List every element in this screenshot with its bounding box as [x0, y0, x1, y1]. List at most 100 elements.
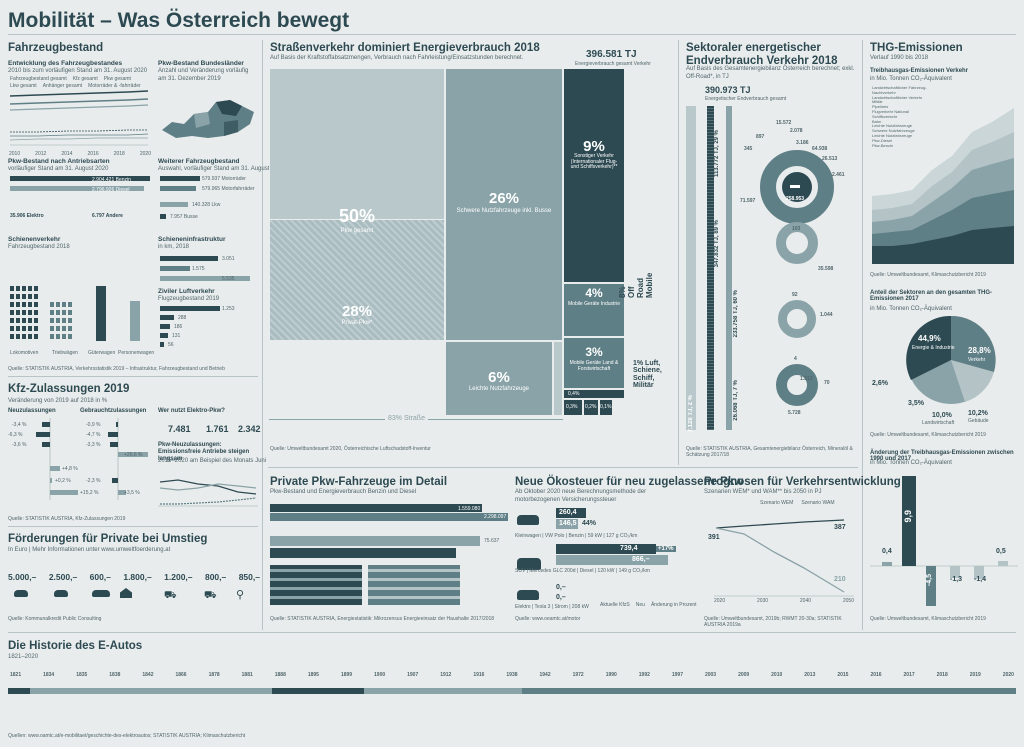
legend-item: Lkw gesamt — [10, 83, 37, 89]
pkw-bl-title: Pkw-Bestand Bundesländer — [158, 60, 244, 67]
sektor-ring-core — [782, 172, 812, 202]
sektor-heading: Sektoraler energetischer Endverbrauch Ve… — [686, 42, 838, 67]
antrieb-diesel-value: 2.796.926 Diesel — [92, 187, 130, 193]
sektor-main-bar — [707, 106, 714, 430]
electric-car-icon — [517, 590, 539, 600]
year-label: 2030 — [756, 598, 769, 604]
change-value-4: -1,3 — [950, 576, 963, 583]
amount: 5.000,– — [8, 572, 37, 582]
pie-unit: in Mio. Tonnen CO₂-Äquivalent — [870, 306, 952, 312]
sektor-ring-schiene — [776, 222, 818, 264]
pkw-detail-bar-3 — [270, 536, 480, 546]
legend-item: Anhänger gesamt — [42, 83, 83, 89]
timeline-year: 2020 — [1002, 672, 1014, 678]
oeko-value-2: 146,5 — [559, 520, 577, 527]
ring-value: 71.597 — [740, 198, 756, 204]
timeline-year: 2013 — [804, 672, 816, 678]
pkw-detail-heading: Private Pkw-Fahrzeuge im Detail — [270, 476, 448, 488]
prognose-legend: Szenario WEM Szenario WAM — [760, 500, 835, 506]
legend-item: Aktuelle KfzS — [600, 602, 630, 608]
treemap-small-4 — [599, 399, 613, 416]
oeko-value-7: 0,– — [556, 584, 566, 591]
leicht-label: Leichte Nutzfahrzeuge — [468, 386, 530, 392]
austria-map — [162, 100, 254, 138]
bicycle-icon: ⚲ — [236, 589, 245, 601]
legend-item: Pkw gesamt — [103, 76, 131, 82]
sektor-sub: Auf Basis des Gesamtenergiebilanz Österr… — [686, 66, 855, 80]
schwer-pct: 26% — [488, 190, 520, 207]
house-icon — [120, 588, 132, 598]
timeline-year: 1990 — [605, 672, 617, 678]
change-value-2: 9,9 — [903, 510, 913, 523]
foerderung-sub: In Euro | Mehr Informationen unter www.u… — [8, 547, 171, 553]
timeline-year: 2015 — [837, 672, 849, 678]
timeline-year: 1835 — [76, 672, 88, 678]
change-title: Änderung der Treibhausgas-Emissionen zwi… — [870, 450, 1014, 462]
pkw-detail-bar-1 — [270, 504, 482, 512]
infra-bar-1 — [160, 256, 218, 261]
legend-item: Flugverkehr National — [872, 108, 909, 114]
strasse-total-label: Energieverbrauch gesamt Verkehr — [575, 61, 651, 67]
sektor-total-label: Energetischer Endverbrauch gesamt — [705, 96, 787, 102]
luft-value-2: 288 — [178, 315, 187, 321]
weiterer-title: Weiterer Fahrzeugbestand — [158, 158, 240, 165]
timeline-segment — [272, 688, 364, 694]
pie-label-4: Gebäude — [968, 418, 989, 424]
sektor-bar-label-3: 233.758 TJ, 60 % — [733, 290, 739, 338]
antrieb-andere-value: 6.797 Andere — [92, 213, 123, 219]
luft-label: 1% Luft, Schiene, Schiff, Militär — [633, 360, 662, 390]
treemap-small-1 — [563, 389, 625, 399]
kfz-heading: Kfz-Zulassungen 2019 — [8, 383, 130, 395]
year-label: 2020 — [714, 598, 726, 604]
year-label: 2016 — [87, 151, 99, 157]
timeline-year: 2019 — [969, 672, 981, 678]
change-value-1: 0,4 — [882, 548, 892, 555]
entwicklung-sub: 2010 bis zum vorläufigen Stand am 31. Au… — [8, 68, 148, 74]
elektro-value-3: 2.342 — [238, 424, 261, 434]
sektor-bar-0 — [686, 106, 696, 430]
oeko-value-1: 260,4 — [559, 509, 577, 516]
kfz-sub: Veränderung von 2019 auf 2018 in % — [8, 398, 108, 404]
legend-item: Schiffsverkehr — [872, 113, 898, 119]
small-value-3: 0,2% — [585, 404, 597, 410]
oeko-source: Quelle: www.oeamtc.at/motor — [515, 616, 581, 622]
antrieb-title: Pkw-Bestand nach Antriebsarten — [8, 158, 110, 165]
ring-value: 2.078 — [790, 128, 803, 134]
legend-item: Pipelines — [872, 104, 889, 110]
pkw-detail-stack-1 — [270, 565, 362, 605]
weiterer-value-1: 579.937 Motorräder — [202, 176, 246, 182]
timeline-bar — [8, 688, 1016, 694]
timeline-year: 2018 — [936, 672, 948, 678]
neu-value-2: -6,3 % — [8, 432, 23, 438]
ring-value: 70 — [824, 380, 830, 386]
schwer-label: Schwere Nutzfahrzeuge inkl. Busse — [456, 208, 552, 214]
sektor-bar-label-5: 7.128 TJ, 2 % — [688, 395, 694, 433]
pkw-pct: 50% — [338, 206, 376, 226]
amount: 850,– — [238, 572, 260, 582]
schienen-pictogram — [10, 286, 140, 341]
sektor-bar-label-2: 347.832 TJ, 89 % — [714, 220, 720, 268]
column-divider-2 — [678, 40, 679, 465]
timeline-year: 1916 — [473, 672, 485, 678]
sektor-bar-label-1: 113.772 TJ, 29 % — [714, 130, 720, 178]
ring-value: 35.598 — [818, 266, 834, 272]
amount: 800,– — [204, 572, 227, 582]
luft-value-3: 186 — [174, 324, 183, 330]
year-label: 2010 — [9, 151, 21, 157]
oeko-car-label-3: Elektro | Tesla 3 | Strom | 208 kW — [515, 604, 589, 610]
change-value-3: -4,5 — [926, 574, 933, 587]
schienen-title: Schienenverkehr — [8, 236, 61, 243]
truck-icon — [92, 590, 110, 597]
title-divider — [8, 34, 1016, 35]
timeline-year: 1866 — [175, 672, 187, 678]
legend-item: Leichte Nutzfahrzeuge — [872, 132, 913, 138]
kfz-diverging-bars — [36, 418, 148, 500]
ring-value: 897 — [756, 134, 765, 140]
luft-bar-5 — [160, 342, 164, 347]
prognose-line-chart — [714, 519, 854, 597]
timeline-year: 2010 — [771, 672, 783, 678]
timeline-year: 1821 — [10, 672, 22, 678]
pie-label-1: Energie & Industrie — [912, 345, 955, 351]
ring-value: 26.513 — [822, 156, 838, 162]
thg-chart-title: Treibhausgas-Emissionen Verkehr — [870, 68, 969, 74]
